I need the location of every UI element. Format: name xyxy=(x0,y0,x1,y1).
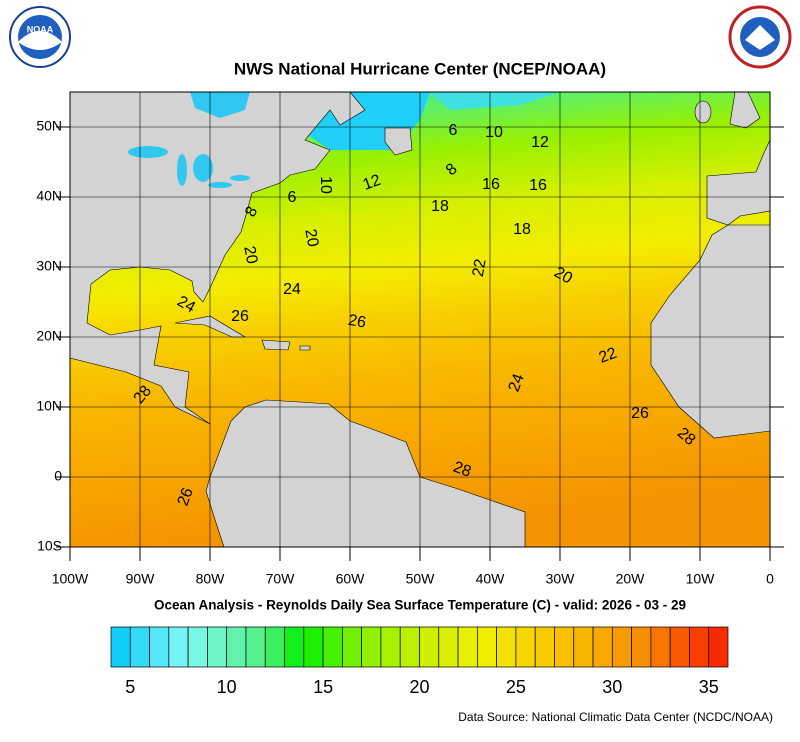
colorbar-box xyxy=(438,626,459,668)
data-source: Data Source: National Climatic Data Cent… xyxy=(458,710,773,724)
contour-label: 10 xyxy=(317,176,334,194)
x-tick-label: 0 xyxy=(766,571,774,587)
contour-label: 18 xyxy=(513,221,531,238)
contour-label: 6 xyxy=(288,189,297,206)
contour-label: 22 xyxy=(470,258,490,279)
contour-label: 12 xyxy=(361,172,384,194)
x-tick-label: 100W xyxy=(52,571,89,587)
colorbar-box xyxy=(611,626,632,668)
x-tick-label: 80W xyxy=(196,571,226,587)
x-tick-label: 60W xyxy=(336,571,366,587)
y-tick-label: 40N xyxy=(36,188,62,204)
x-tick-label: 30W xyxy=(546,571,576,587)
colorbar-label: 25 xyxy=(506,677,526,697)
y-tick-label: 10S xyxy=(37,538,62,554)
colorbar-box xyxy=(534,626,555,668)
contour-label: 26 xyxy=(175,486,197,509)
lakes xyxy=(128,92,250,188)
contour-label: 18 xyxy=(431,198,449,215)
contour-label: 10 xyxy=(485,124,503,141)
contour-label: 16 xyxy=(529,177,547,194)
colorbar-box xyxy=(631,626,652,668)
colorbar-box xyxy=(342,626,363,668)
cold-water xyxy=(430,92,560,110)
colorbar-box xyxy=(303,626,324,668)
colorbar-box xyxy=(457,626,478,668)
contour-label: 12 xyxy=(531,134,549,151)
contour-label: 16 xyxy=(482,176,500,193)
contour-label: 26 xyxy=(231,308,249,325)
colorbar-box xyxy=(669,626,690,668)
colorbar-box xyxy=(650,626,671,668)
y-tick-label: 30N xyxy=(36,258,62,274)
land xyxy=(69,91,771,548)
colorbar-box xyxy=(110,626,131,668)
colorbar-box xyxy=(476,626,497,668)
colorbar-label: 20 xyxy=(409,677,429,697)
y-tick-label: 10N xyxy=(36,398,62,414)
colorbar-label: 30 xyxy=(602,677,622,697)
colorbar-box xyxy=(515,626,536,668)
contour-label: 20 xyxy=(551,264,575,288)
contour-label: 22 xyxy=(597,345,620,367)
noaa-logo: NOAA xyxy=(9,6,71,68)
subtitle: Ocean Analysis - Reynolds Daily Sea Surf… xyxy=(154,598,686,613)
title: NWS National Hurricane Center (NCEP/NOAA… xyxy=(234,59,606,78)
colorbar-box xyxy=(322,626,343,668)
contour-label: 20 xyxy=(240,245,260,266)
colorbar-box xyxy=(207,626,228,668)
colorbar-box xyxy=(226,626,247,668)
contour-label: 20 xyxy=(301,228,321,249)
x-tick-label: 40W xyxy=(476,571,506,587)
colorbar-box xyxy=(380,626,401,668)
x-tick-label: 70W xyxy=(266,571,296,587)
contour-label: 24 xyxy=(283,281,301,298)
contour-label: 26 xyxy=(347,312,368,332)
x-tick-label: 90W xyxy=(126,571,156,587)
colorbar-box xyxy=(361,626,382,668)
contour-label: 6 xyxy=(449,122,458,139)
colorbar-box xyxy=(496,626,517,668)
colorbar-label: 35 xyxy=(699,677,719,697)
nws-logo xyxy=(728,5,792,69)
colorbar-label: 5 xyxy=(125,677,135,697)
colorbar-box xyxy=(264,626,285,668)
colorbar-box xyxy=(168,626,189,668)
colorbar-box xyxy=(284,626,305,668)
logo-text: NOAA xyxy=(27,24,54,34)
contour-label: 26 xyxy=(631,405,649,422)
y-tick-label: 20N xyxy=(36,328,62,344)
contour-label: 28 xyxy=(451,459,474,481)
y-tick-label: 0 xyxy=(54,468,62,484)
y-tick-label: 50N xyxy=(36,118,62,134)
colorbar-box xyxy=(419,626,440,668)
colorbar-box xyxy=(708,626,729,668)
colorbar-box xyxy=(554,626,575,668)
x-tick-label: 10W xyxy=(686,571,716,587)
x-tick-label: 50W xyxy=(406,571,436,587)
colorbar-label: 15 xyxy=(313,677,333,697)
colorbar-box xyxy=(689,626,710,668)
colorbar-box xyxy=(149,626,170,668)
x-tick-label: 20W xyxy=(616,571,646,587)
colorbar-label: 10 xyxy=(217,677,237,697)
colorbar-box xyxy=(129,626,150,668)
contour-label: 24 xyxy=(506,372,528,395)
colorbar-box xyxy=(399,626,420,668)
colorbar-box xyxy=(573,626,594,668)
colorbar-box xyxy=(187,626,208,668)
contour-label: 24 xyxy=(174,293,198,317)
colorbar-box xyxy=(592,626,613,668)
colorbar-box xyxy=(245,626,266,668)
